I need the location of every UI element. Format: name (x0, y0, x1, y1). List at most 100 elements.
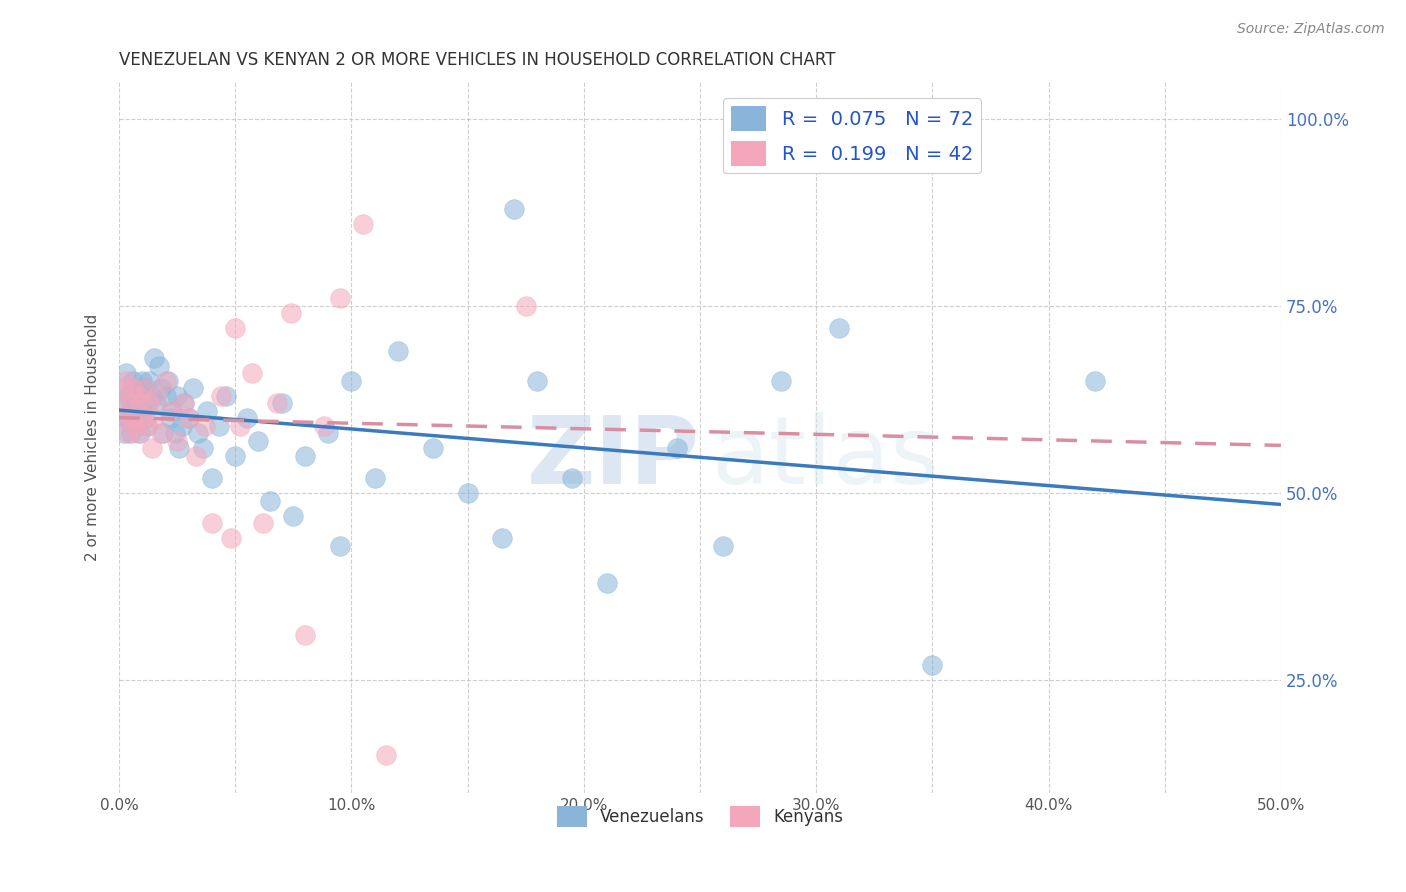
Point (294, 628, 316, 642)
Point (134, 381, 156, 395)
Point (173, 396, 195, 410)
Point (122, 411, 145, 425)
Point (124, 418, 146, 433)
Point (159, 404, 181, 418)
Point (127, 411, 149, 425)
Point (149, 426, 172, 441)
Point (115, 411, 138, 425)
Point (240, 367, 263, 381)
Point (129, 426, 152, 441)
Point (145, 396, 167, 410)
Point (596, 576, 619, 591)
Point (115, 374, 138, 388)
Point (375, 748, 398, 763)
Point (124, 381, 146, 395)
Point (201, 516, 224, 530)
Point (131, 411, 153, 425)
Point (134, 411, 156, 425)
Point (665, 442, 688, 456)
Point (129, 396, 152, 410)
Point (921, 658, 943, 673)
Point (129, 389, 152, 403)
Point (120, 396, 142, 410)
Point (195, 404, 218, 418)
Point (134, 381, 156, 395)
Point (169, 442, 191, 456)
Point (183, 381, 205, 395)
Point (138, 396, 160, 410)
Point (112, 381, 135, 395)
Point (515, 299, 537, 313)
Point (122, 381, 145, 395)
Point (209, 389, 232, 403)
Point (136, 396, 159, 410)
Point (387, 343, 409, 358)
Point (163, 426, 186, 441)
Point (141, 389, 163, 403)
Point (117, 389, 139, 403)
Point (491, 531, 513, 545)
Point (142, 411, 165, 425)
Legend: Venezuelans, Kenyans: Venezuelans, Kenyans (550, 799, 849, 834)
Point (177, 411, 200, 425)
Point (236, 411, 259, 425)
Point (711, 539, 734, 553)
Y-axis label: 2 or more Vehicles in Household: 2 or more Vehicles in Household (86, 313, 100, 561)
Point (191, 442, 214, 456)
Point (170, 418, 193, 433)
Point (208, 418, 231, 433)
Point (166, 389, 188, 403)
Point (117, 426, 139, 441)
Text: ZIP: ZIP (527, 412, 700, 504)
Point (224, 321, 246, 335)
Point (280, 306, 302, 320)
Point (127, 389, 149, 403)
Point (138, 374, 160, 388)
Point (422, 442, 444, 456)
Point (110, 396, 132, 410)
Point (194, 418, 217, 433)
Point (363, 471, 385, 485)
Point (312, 418, 335, 433)
Point (156, 374, 179, 388)
Point (177, 411, 200, 425)
Point (503, 202, 526, 216)
Point (115, 367, 138, 381)
Point (294, 449, 316, 463)
Point (224, 449, 246, 463)
Point (142, 351, 165, 366)
Point (162, 404, 184, 418)
Point (828, 321, 851, 335)
Point (159, 411, 181, 425)
Point (152, 426, 174, 441)
Point (166, 434, 188, 448)
Point (352, 217, 374, 231)
Point (122, 404, 145, 418)
Point (561, 471, 583, 485)
Point (120, 396, 142, 410)
Point (136, 418, 159, 433)
Point (112, 381, 135, 395)
Point (270, 396, 292, 410)
Point (149, 381, 172, 395)
Point (457, 486, 479, 500)
Text: VENEZUELAN VS KENYAN 2 OR MORE VEHICLES IN HOUSEHOLD CORRELATION CHART: VENEZUELAN VS KENYAN 2 OR MORE VEHICLES … (120, 51, 835, 69)
Point (201, 471, 224, 485)
Point (219, 531, 242, 545)
Point (155, 389, 177, 403)
Point (131, 404, 153, 418)
Point (145, 389, 167, 403)
Point (252, 516, 274, 530)
Point (215, 389, 238, 403)
Point (112, 426, 135, 441)
Point (173, 396, 195, 410)
Point (316, 426, 339, 441)
Point (122, 374, 145, 388)
Point (247, 434, 270, 448)
Point (127, 389, 149, 403)
Point (329, 292, 352, 306)
Point (124, 418, 146, 433)
Point (131, 374, 153, 388)
Point (340, 374, 363, 388)
Text: Source: ZipAtlas.com: Source: ZipAtlas.com (1237, 22, 1385, 37)
